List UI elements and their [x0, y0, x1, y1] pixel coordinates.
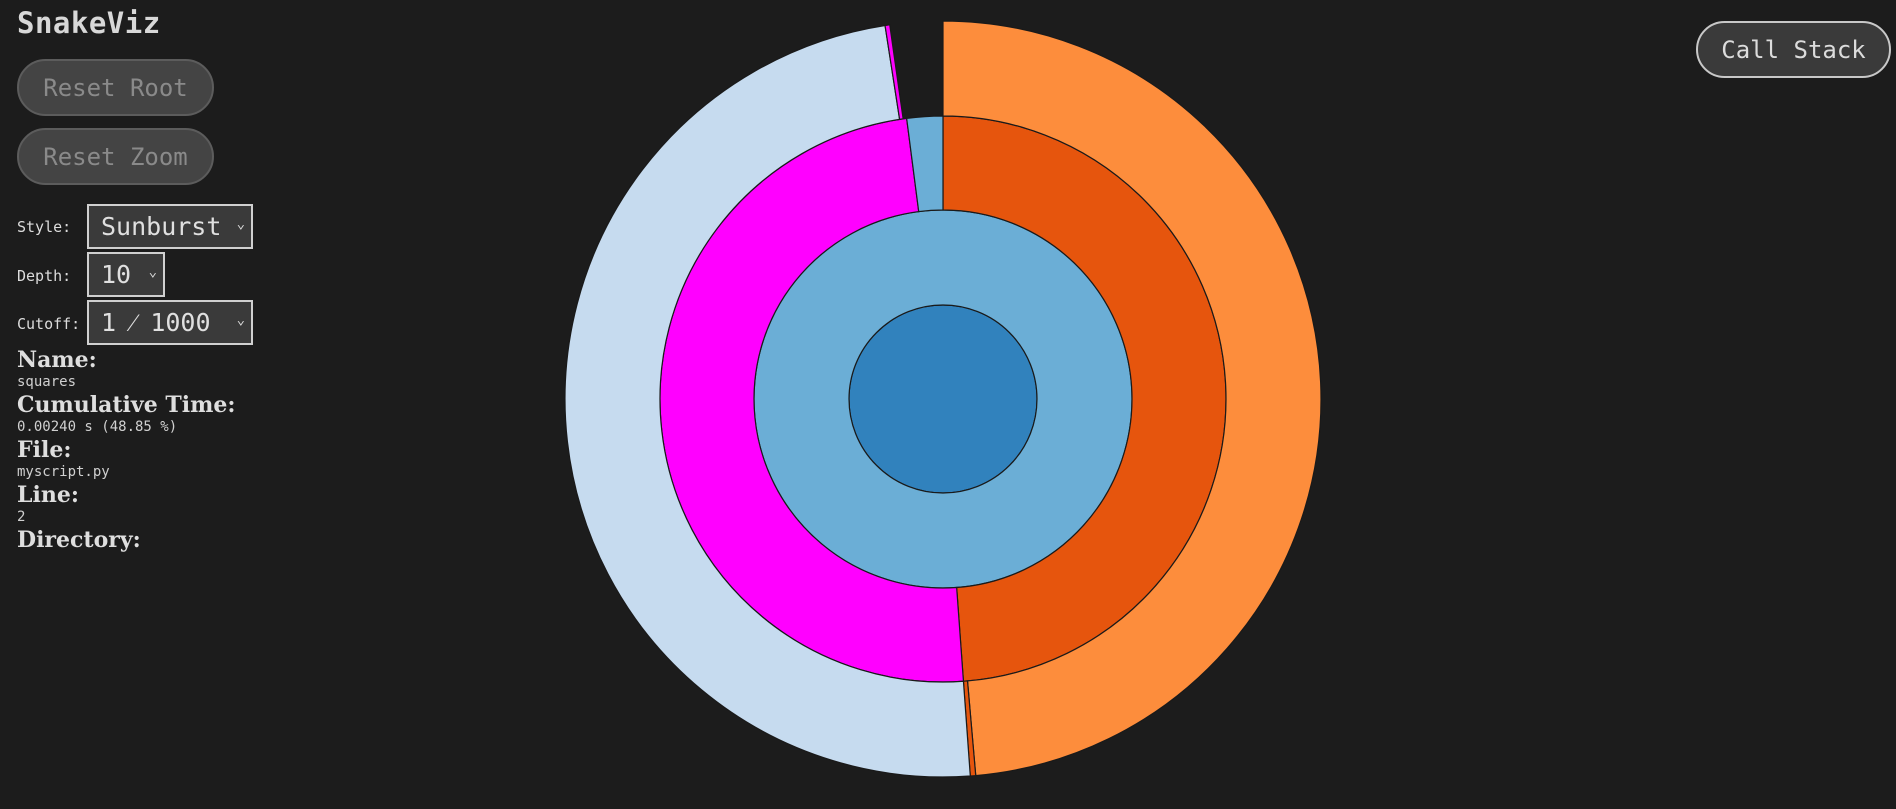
sunburst-segment-d2-2[interactable] — [905, 115, 944, 213]
cumulative-time-value: 0.00240 s (48.85 %) — [17, 419, 178, 435]
sunburst-segment-d3-2[interactable] — [564, 24, 971, 778]
cutoff-select-value: 1 ⁄ 1000 — [101, 307, 211, 337]
reset-root-button[interactable]: Reset Root — [17, 59, 214, 116]
call-stack-button[interactable]: Call Stack — [1696, 21, 1891, 78]
chevron-down-icon: ⌄ — [236, 216, 245, 232]
style-label: Style: — [17, 218, 72, 236]
chevron-down-icon: ⌄ — [236, 312, 245, 328]
chevron-down-icon: ⌄ — [148, 264, 157, 280]
reset-zoom-button[interactable]: Reset Zoom — [17, 128, 214, 185]
depth-select-value: 10 — [101, 260, 132, 289]
sunburst-segment-d3-3[interactable] — [884, 24, 904, 121]
cutoff-select[interactable]: 1 ⁄ 1000 ⌄ — [87, 300, 253, 345]
sunburst-segment-d3-0[interactable] — [942, 20, 1322, 777]
cumulative-time-label: Cumulative Time: — [17, 392, 236, 418]
name-label: Name: — [17, 347, 97, 373]
file-label: File: — [17, 437, 72, 463]
line-value: 2 — [17, 509, 26, 525]
sunburst-segment-d0-0[interactable] — [848, 304, 1038, 494]
function-info-panel: Name: squares Cumulative Time: 0.00240 s… — [17, 347, 235, 572]
depth-select[interactable]: 10 ⌄ — [87, 252, 165, 297]
cutoff-label: Cutoff: — [17, 315, 81, 333]
app-title: SnakeViz — [17, 6, 161, 40]
name-value: squares — [17, 374, 77, 390]
depth-label: Depth: — [17, 267, 72, 285]
style-select-value: Sunburst — [101, 212, 222, 241]
style-select[interactable]: Sunburst ⌄ — [87, 204, 253, 249]
line-label: Line: — [17, 482, 79, 508]
directory-label: Directory: — [17, 527, 141, 553]
file-value: myscript.py — [17, 464, 110, 480]
